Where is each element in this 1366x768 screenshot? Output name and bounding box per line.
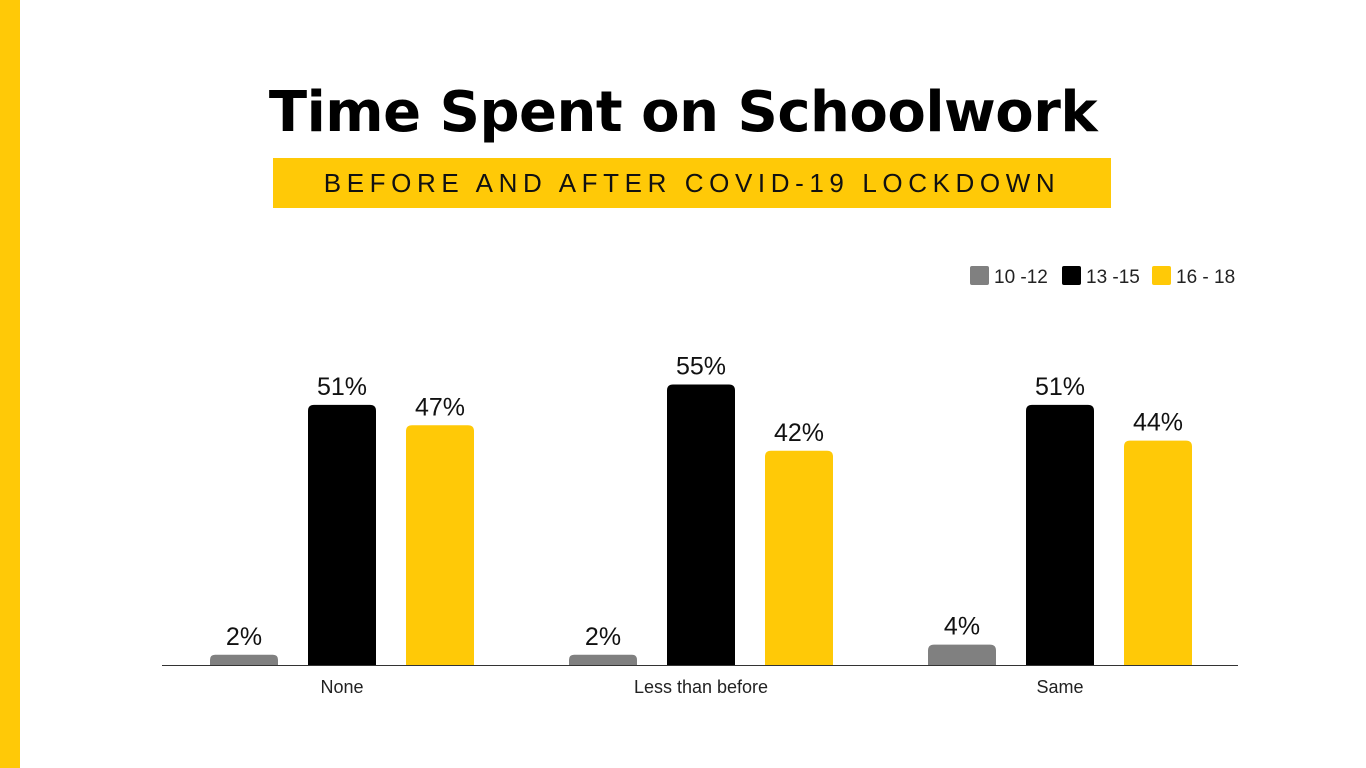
chart-title: Time Spent on Schoolwork bbox=[268, 80, 1098, 145]
category-label-3: Same bbox=[1036, 677, 1083, 697]
legend-label-3: 16 - 18 bbox=[1176, 267, 1235, 288]
legend-swatch-1 bbox=[970, 266, 989, 285]
data-label-2-1: 2% bbox=[585, 623, 621, 651]
subtitle-band: BEFORE AND AFTER COVID-19 LOCKDOWN bbox=[273, 158, 1111, 208]
bar-1-3 bbox=[406, 425, 474, 665]
data-label-2-2: 55% bbox=[676, 353, 726, 381]
bar-1-2 bbox=[308, 404, 376, 665]
bar-3-2 bbox=[1026, 404, 1094, 665]
bar-3-3 bbox=[1124, 440, 1192, 665]
legend-swatch-2 bbox=[1062, 266, 1081, 285]
data-label-2-3: 42% bbox=[774, 419, 824, 447]
data-label-3-1: 4% bbox=[944, 613, 980, 641]
legend-swatch-3 bbox=[1152, 266, 1171, 285]
legend-label-1: 10 -12 bbox=[994, 267, 1048, 288]
data-label-1-1: 2% bbox=[226, 623, 262, 651]
bar-1-1 bbox=[210, 654, 278, 665]
chart-subtitle: BEFORE AND AFTER COVID-19 LOCKDOWN bbox=[323, 167, 1061, 198]
data-label-1-2: 51% bbox=[317, 373, 367, 401]
data-label-1-3: 47% bbox=[415, 393, 465, 421]
bar-2-2 bbox=[667, 384, 735, 665]
data-label-3-2: 51% bbox=[1035, 373, 1085, 401]
data-label-3-3: 44% bbox=[1133, 409, 1183, 437]
bar-2-1 bbox=[569, 654, 637, 665]
side-accent-stripe bbox=[0, 0, 20, 768]
bar-2-3 bbox=[765, 450, 833, 665]
legend-label-2: 13 -15 bbox=[1086, 267, 1140, 288]
category-label-1: None bbox=[320, 677, 363, 697]
category-label-2: Less than before bbox=[634, 677, 768, 697]
bar-3-1 bbox=[928, 644, 996, 665]
